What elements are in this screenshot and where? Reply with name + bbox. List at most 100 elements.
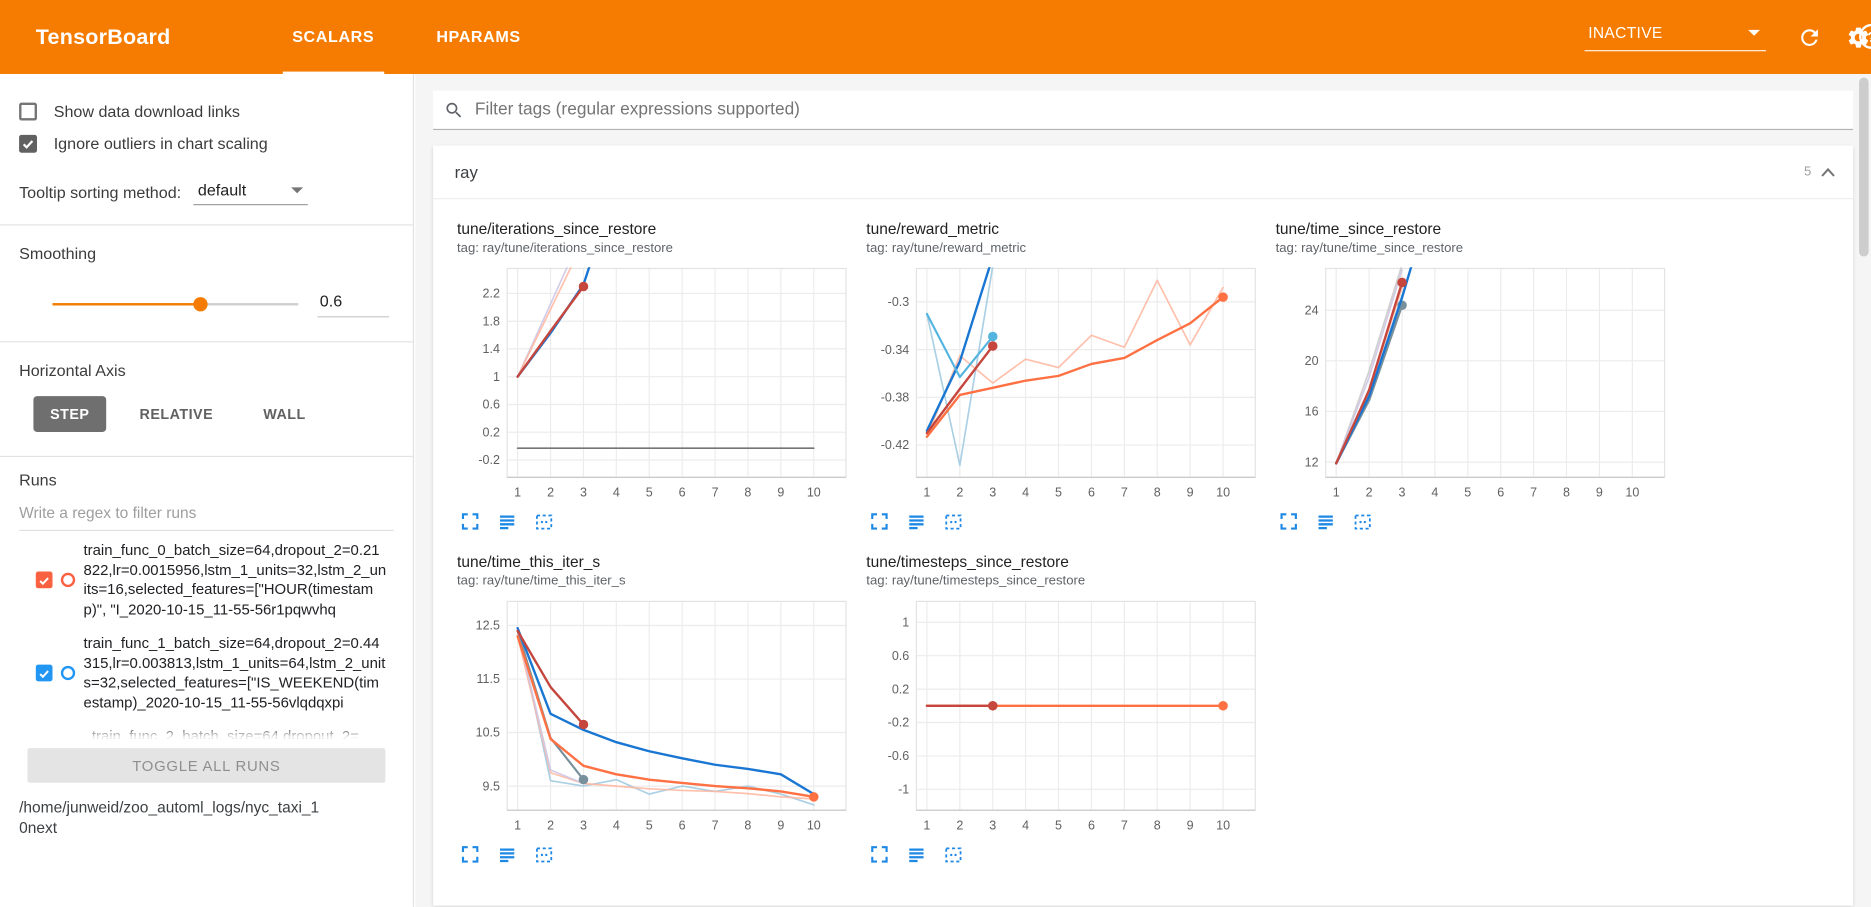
line-chart[interactable]: -1 -0.6 -0.2 0.2 0.6 1 1 2 3 4 5 6 7 8 9 10 [866, 595, 1260, 840]
run-radio[interactable] [60, 665, 76, 681]
section-header[interactable]: ray 5 [433, 146, 1854, 200]
collapse-section-icon[interactable] [1820, 165, 1837, 178]
svg-text:5: 5 [1055, 818, 1062, 832]
main-tabs: SCALARS HPARAMS [261, 0, 552, 74]
run-checkbox[interactable] [35, 664, 53, 682]
runs-filter-input[interactable] [19, 494, 394, 531]
checkbox-label: Ignore outliers in chart scaling [53, 134, 268, 153]
expand-chart-icon[interactable] [1278, 511, 1299, 532]
svg-text:7: 7 [1121, 485, 1128, 499]
svg-text:1.4: 1.4 [483, 342, 500, 356]
expand-chart-icon[interactable] [459, 844, 480, 865]
svg-text:1.8: 1.8 [483, 314, 500, 328]
fit-domain-icon[interactable] [533, 844, 554, 865]
log-path: /home/junweid/zoo_automl_logs/nyc_taxi_1… [19, 798, 320, 837]
runs-selector-icon[interactable] [496, 511, 517, 532]
axis-relative-button[interactable]: RELATIVE [123, 396, 230, 432]
svg-text:6: 6 [679, 485, 686, 499]
scrollbar[interactable] [1859, 77, 1869, 257]
svg-text:4: 4 [1022, 485, 1029, 499]
smoothing-slider[interactable] [52, 297, 299, 312]
fit-domain-icon[interactable] [943, 511, 964, 532]
status-label: INACTIVE [1588, 23, 1663, 42]
chart-actions [1276, 511, 1670, 532]
line-chart[interactable]: -0.42 -0.38 -0.34 -0.3 1 2 3 4 5 6 7 8 9 10 [866, 263, 1260, 508]
axis-wall-button[interactable]: WALL [247, 396, 323, 432]
chart-card: tune/time_since_restore tag: ray/tune/tim… [1276, 220, 1670, 533]
svg-text:7: 7 [1121, 818, 1128, 832]
fit-domain-icon[interactable] [1352, 511, 1373, 532]
svg-text:-0.6: -0.6 [888, 749, 910, 763]
svg-text:10: 10 [807, 485, 821, 499]
svg-text:10.5: 10.5 [476, 726, 500, 740]
dropdown-arrow-icon [1748, 29, 1761, 36]
line-chart[interactable]: 9.5 10.5 11.5 12.5 1 2 3 4 5 6 7 8 9 10 [457, 595, 851, 840]
smoothing-label: Smoothing [19, 244, 97, 263]
svg-text:7: 7 [712, 818, 719, 832]
chart-title: tune/time_this_iter_s [457, 552, 601, 571]
tag-filter-bar [433, 90, 1854, 131]
show-download-links-checkbox[interactable]: Show data download links [19, 102, 394, 121]
runs-selector-icon[interactable] [496, 844, 517, 865]
svg-text:9: 9 [1596, 485, 1603, 499]
tag-filter-input[interactable] [474, 100, 1843, 120]
svg-text:-0.2: -0.2 [888, 716, 910, 730]
reload-status-select[interactable]: INACTIVE [1584, 23, 1766, 51]
axis-step-button[interactable]: STEP [33, 396, 107, 432]
svg-text:20: 20 [1305, 354, 1319, 368]
ray-section-card: ray 5 tune/iterations_since_restore tag: … [433, 145, 1854, 906]
slider-fill [52, 303, 200, 306]
slider-thumb[interactable] [192, 297, 208, 312]
charts-grid: tune/iterations_since_restore tag: ray/tu… [433, 199, 1853, 865]
chart-title: tune/iterations_since_restore [457, 219, 657, 238]
chart-tag: tag: ray/tune/time_this_iter_s [457, 573, 626, 589]
chart-actions [457, 844, 851, 865]
svg-text:-0.3: -0.3 [888, 295, 910, 309]
chart-title: tune/timesteps_since_restore [866, 552, 1069, 571]
line-chart[interactable]: -0.2 0.2 0.6 1 1.4 1.8 2.2 1 2 3 4 5 6 7 8 9 10 [457, 263, 851, 508]
run-item[interactable]: train_func_1_batch_size=64,dropout_2=0.4… [19, 626, 394, 719]
chart-actions [866, 511, 1260, 532]
horizontal-axis-section: Horizontal Axis STEP RELATIVE WALL [0, 342, 413, 455]
svg-text:3: 3 [1399, 485, 1406, 499]
run-checkbox[interactable] [35, 571, 53, 589]
fit-domain-icon[interactable] [533, 511, 554, 532]
tooltip-sorting-row: Tooltip sorting method: default [19, 179, 394, 206]
svg-text:11.5: 11.5 [477, 672, 500, 686]
toggle-all-runs-button[interactable]: TOGGLE ALL RUNS [27, 748, 386, 783]
svg-text:1: 1 [902, 615, 909, 629]
svg-text:10: 10 [1216, 485, 1230, 499]
run-item[interactable]: train_func_0_batch_size=64,dropout_2=0.2… [19, 533, 394, 626]
chart-tag: tag: ray/tune/timesteps_since_restore [866, 573, 1086, 589]
tab-scalars[interactable]: SCALARS [261, 0, 405, 74]
svg-text:0.6: 0.6 [483, 398, 500, 412]
svg-text:24: 24 [1305, 303, 1319, 317]
fit-domain-icon[interactable] [943, 844, 964, 865]
expand-chart-icon[interactable] [459, 511, 480, 532]
svg-text:5: 5 [646, 818, 653, 832]
tooltip-sorting-select[interactable]: default [193, 179, 308, 206]
run-name: train_func_2_batch_size=64,dropout_2= [91, 727, 359, 739]
svg-text:4: 4 [613, 485, 620, 499]
tab-hparams[interactable]: HPARAMS [436, 27, 521, 46]
runs-selector-icon[interactable] [906, 844, 927, 865]
expand-chart-icon[interactable] [869, 844, 890, 865]
run-radio[interactable] [60, 572, 76, 588]
expand-chart-icon[interactable] [869, 511, 890, 532]
svg-text:0.6: 0.6 [892, 649, 909, 663]
runs-selector-icon[interactable] [1315, 511, 1336, 532]
svg-text:8: 8 [1154, 818, 1161, 832]
chart-tag: tag: ray/tune/reward_metric [866, 241, 1027, 256]
runs-selector-icon[interactable] [906, 511, 927, 532]
refresh-icon[interactable] [1797, 24, 1822, 49]
checkbox-label: Show data download links [53, 102, 240, 121]
tooltip-sorting-value: default [197, 181, 247, 200]
chart-card: tune/timesteps_since_restore tag: ray/tun… [866, 552, 1260, 865]
ignore-outliers-checkbox[interactable]: Ignore outliers in chart scaling [19, 134, 394, 153]
chart-card: tune/iterations_since_restore tag: ray/tu… [457, 220, 851, 533]
svg-text:6: 6 [1088, 818, 1095, 832]
smoothing-value-input[interactable]: 0.6 [317, 291, 389, 318]
run-item[interactable]: train_func_2_batch_size=64,dropout_2= [19, 720, 394, 739]
svg-text:16: 16 [1305, 405, 1319, 419]
